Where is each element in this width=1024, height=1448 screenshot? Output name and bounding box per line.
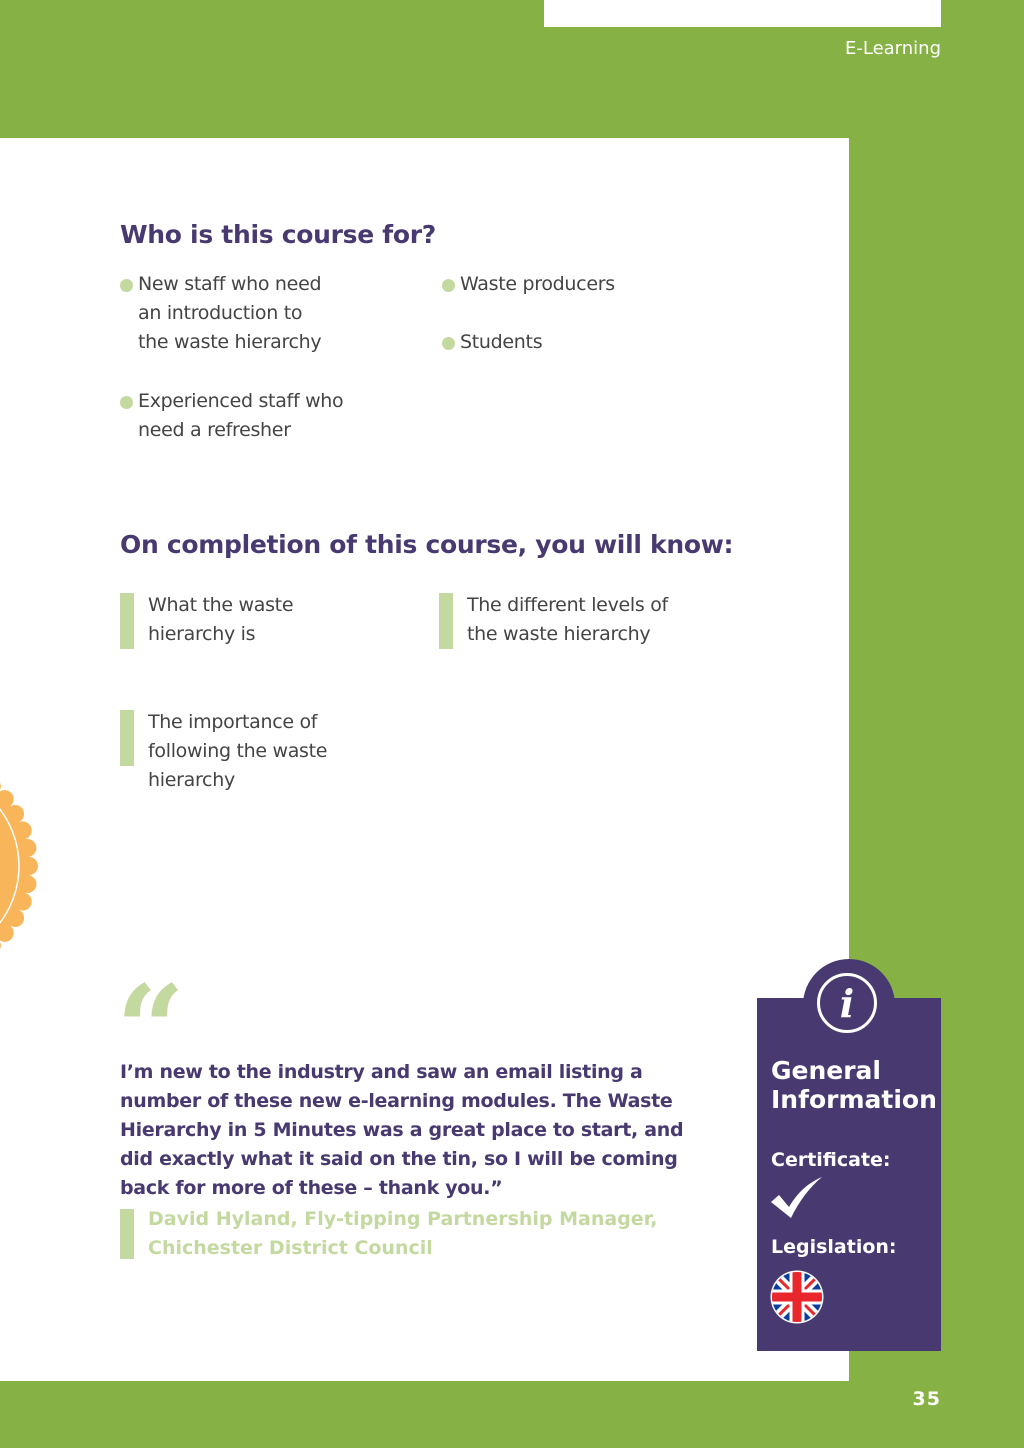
- header-tab: [544, 0, 941, 27]
- audience-item-text: Students: [460, 331, 543, 353]
- bar-marker: [120, 593, 134, 649]
- outcome-item-text: What the waste hierarchy is: [148, 594, 294, 645]
- badge-bump: [0, 941, 1, 950]
- bullet-dot: [442, 279, 455, 292]
- audience-item: New staff who need an introduction to th…: [120, 270, 338, 357]
- info-title-line: Information: [771, 1085, 937, 1114]
- content-panel: [0, 138, 849, 1381]
- outcome-item: What the waste hierarchy is: [120, 591, 298, 649]
- audience-item: Students: [442, 328, 710, 357]
- outcome-item: The different levels of the waste hierar…: [439, 591, 697, 649]
- testimonial-author: David Hyland, Fly-tipping Partnership Ma…: [148, 1208, 658, 1230]
- audience-item-text: New staff who need an introduction to th…: [138, 273, 322, 353]
- bullet-dot: [442, 337, 455, 350]
- uk-flag-icon: [770, 1270, 824, 1324]
- badge-bump: [20, 857, 38, 875]
- badge-bump: [18, 875, 37, 894]
- badge-bump: [6, 805, 25, 823]
- bullet-dot: [120, 279, 133, 292]
- checkmark-icon: [771, 1177, 822, 1218]
- section-label: E-Learning: [844, 38, 941, 59]
- badge-decoration: [0, 782, 38, 950]
- info-title-line: General: [771, 1056, 881, 1085]
- audience-item: Experienced staff who need a refresher: [120, 387, 348, 445]
- quote-mark-icon: “: [116, 959, 186, 1100]
- testimonial-quote: I’m new to the industry and saw an email…: [120, 1061, 684, 1199]
- bullet-dot: [120, 396, 133, 409]
- outcome-item: The importance of following the waste hi…: [120, 708, 388, 795]
- badge-bump: [0, 782, 1, 791]
- bar-marker: [120, 1209, 134, 1259]
- outcomes-heading: On completion of this course, you will k…: [120, 530, 734, 559]
- audience-item-text: Waste producers: [460, 273, 615, 295]
- bar-marker: [439, 593, 453, 649]
- badge-bump: [6, 909, 25, 927]
- info-icon: i: [817, 973, 877, 1033]
- badge-bump: [18, 838, 37, 857]
- badge-bump: [0, 790, 14, 809]
- legislation-label: Legislation:: [771, 1236, 897, 1258]
- testimonial-organisation: Chichester District Council: [148, 1237, 433, 1259]
- bar-marker: [120, 710, 134, 766]
- badge-bump: [13, 892, 32, 911]
- general-info-box: General Information Certificate: Legislat…: [757, 998, 941, 1351]
- badge-bump: [13, 821, 32, 840]
- info-title: General Information: [771, 1056, 937, 1114]
- outcome-item-text: The importance of following the waste hi…: [148, 711, 328, 791]
- audience-heading: Who is this course for?: [120, 220, 436, 249]
- outcome-item-text: The different levels of the waste hierar…: [467, 594, 668, 645]
- testimonial-attribution: David Hyland, Fly-tipping Partnership Ma…: [120, 1205, 658, 1263]
- audience-item-text: Experienced staff who need a refresher: [138, 390, 344, 441]
- audience-item: Waste producers: [442, 270, 710, 299]
- badge-bump: [0, 923, 14, 942]
- page-number: 35: [912, 1388, 941, 1410]
- certificate-label: Certificate:: [771, 1149, 891, 1171]
